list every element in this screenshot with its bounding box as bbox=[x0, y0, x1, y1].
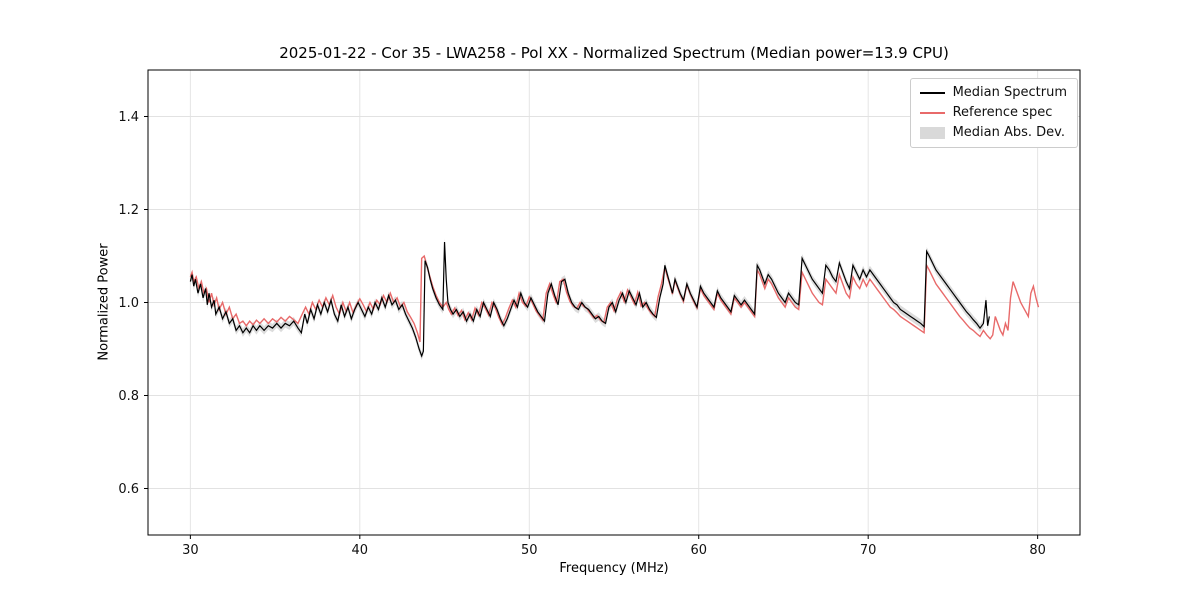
x-axis-label: Frequency (MHz) bbox=[559, 561, 669, 576]
y-tick-label: 1.4 bbox=[118, 110, 139, 125]
reference-spec-line-swatch bbox=[919, 112, 945, 114]
x-tick-label: 50 bbox=[521, 543, 538, 558]
reference-spec-line bbox=[189, 254, 1040, 343]
median-spectrum-line bbox=[189, 242, 990, 358]
median-spectrum-line-swatch bbox=[919, 92, 945, 94]
legend-item-median-spectrum: Median Spectrum bbox=[919, 85, 1067, 100]
legend: Median Spectrum Reference spec Median Ab… bbox=[909, 78, 1078, 148]
y-tick-label: 1.0 bbox=[118, 296, 139, 311]
legend-item-median-abs-dev: Median Abs. Dev. bbox=[919, 125, 1067, 140]
legend-label-median-spectrum: Median Spectrum bbox=[952, 85, 1067, 100]
legend-item-reference-spec: Reference spec bbox=[919, 105, 1067, 120]
legend-label-reference-spec: Reference spec bbox=[952, 105, 1053, 120]
chart-title: 2025-01-22 - Cor 35 - LWA258 - Pol XX - … bbox=[279, 44, 949, 62]
y-tick-label: 1.2 bbox=[118, 203, 139, 218]
x-tick-label: 60 bbox=[690, 543, 707, 558]
x-tick-label: 80 bbox=[1029, 543, 1046, 558]
y-tick-label: 0.6 bbox=[118, 482, 139, 497]
y-tick-label: 0.8 bbox=[118, 389, 139, 404]
x-tick-label: 40 bbox=[352, 543, 369, 558]
x-tick-label: 70 bbox=[860, 543, 877, 558]
median-abs-dev-patch-swatch bbox=[919, 127, 945, 139]
x-tick-label: 30 bbox=[182, 543, 199, 558]
legend-label-median-abs-dev: Median Abs. Dev. bbox=[952, 125, 1066, 140]
